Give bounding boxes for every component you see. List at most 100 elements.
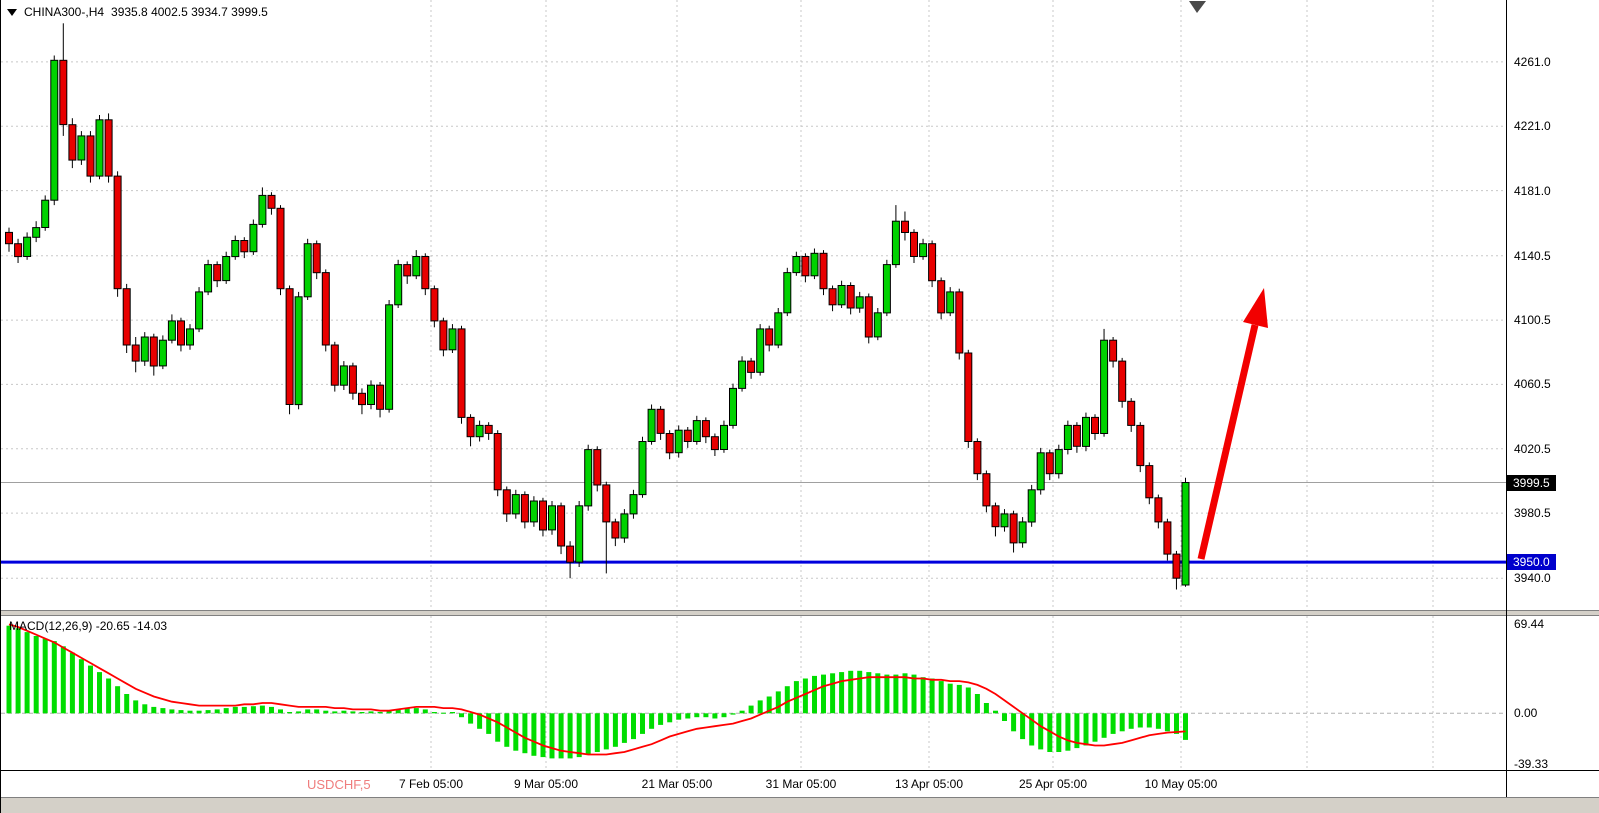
bear-candle (520, 494, 529, 523)
bear-candle (1154, 497, 1163, 523)
bear-candle (683, 429, 692, 443)
macd-histogram-bar (78, 659, 84, 714)
macd-histogram-bar (359, 712, 365, 714)
bull-candle (158, 339, 167, 367)
macd-canvas[interactable] (1, 616, 1506, 770)
trend-arrow-annotation[interactable] (1197, 288, 1268, 560)
bear-candle (701, 420, 710, 438)
macd-axis-label: 69.44 (1514, 617, 1545, 631)
price-axis-label: 4261.0 (1514, 55, 1551, 69)
ohlc-values-label: 3935.8 4002.5 3934.7 3999.5 (111, 5, 268, 19)
bear-candle (982, 473, 991, 507)
macd-histogram-bar (1092, 713, 1098, 742)
macd-histogram-bar (97, 672, 102, 714)
bull-candle (792, 256, 801, 274)
macd-histogram-bar (739, 710, 745, 714)
macd-histogram-bar (178, 710, 184, 714)
bull-candle (23, 236, 32, 257)
collapse-triangle-icon[interactable] (7, 8, 17, 16)
bear-candle (14, 243, 23, 258)
bull-candle (575, 505, 584, 563)
main-chart-canvas[interactable] (1, 0, 1506, 612)
bear-candle (557, 505, 566, 547)
macd-histogram-bar (115, 686, 121, 714)
time-axis-label: 21 Mar 05:00 (641, 777, 713, 791)
macd-histogram-bar (576, 713, 582, 758)
bear-candle (928, 243, 937, 282)
bear-candle (457, 328, 466, 418)
macd-histogram-bar (1011, 713, 1017, 732)
bear-candle (312, 243, 321, 274)
bull-candle (1027, 489, 1036, 523)
bull-candle (41, 199, 50, 228)
bear-candle (421, 256, 430, 290)
bear-candle (828, 288, 837, 306)
macd-histogram-bar (6, 625, 12, 714)
bear-candle (403, 264, 412, 277)
macd-histogram-bar (377, 712, 383, 714)
macd-histogram-bar (1065, 713, 1071, 751)
macd-histogram-bar (332, 711, 338, 714)
bear-candle (1163, 521, 1172, 555)
bear-candle (864, 296, 873, 338)
macd-histogram-bar (1119, 713, 1125, 732)
time-axis-label: 7 Feb 05:00 (398, 777, 464, 791)
bear-candle (819, 252, 828, 290)
bull-candle (32, 227, 41, 238)
macd-histogram-bar (558, 713, 564, 759)
bear-candle (493, 433, 502, 491)
macd-histogram-bar (404, 708, 410, 714)
macd-histogram-bar (1056, 713, 1062, 752)
macd-histogram-bar (142, 704, 148, 714)
time-axis-label: 25 Apr 05:00 (1018, 777, 1088, 791)
bear-candle (68, 124, 77, 161)
panel-divider[interactable] (1, 610, 1599, 616)
bear-candle (1009, 513, 1018, 544)
macd-histogram-bar (902, 673, 908, 714)
bear-candle (602, 484, 611, 523)
bull-candle (647, 408, 656, 442)
bull-candle (548, 505, 556, 531)
window-bottom-strip (1, 797, 1599, 813)
macd-histogram-bar (531, 713, 537, 756)
bear-candle (973, 441, 982, 475)
time-axis[interactable]: USDCHF,5 7 Feb 05:00 9 Mar 05:00 21 Mar 05… (1, 770, 1599, 797)
macd-histogram-bar (133, 700, 139, 714)
bear-candle (1118, 360, 1127, 402)
macd-histogram-bar (1020, 713, 1026, 740)
bull-candle (756, 328, 765, 373)
macd-histogram-bar (567, 713, 573, 759)
macd-histogram-bar (1029, 713, 1035, 746)
bear-candle (321, 272, 330, 346)
macd-histogram-bar (875, 673, 881, 714)
bear-candle (539, 500, 547, 531)
bull-candle (1018, 521, 1027, 544)
macd-histogram-bar (947, 683, 953, 714)
time-axis-label: 10 May 05:00 (1144, 777, 1218, 791)
bull-candle (629, 494, 638, 515)
macd-histogram-bar (1002, 713, 1007, 721)
macd-histogram-bar (549, 713, 555, 759)
macd-histogram-bar (60, 646, 66, 714)
bear-candle (846, 285, 855, 309)
bull-candle (448, 328, 457, 351)
macd-histogram-bar (784, 686, 790, 714)
bear-candle (484, 424, 493, 434)
macd-scale[interactable]: 69.44 0.00 -39.33 (1507, 616, 1599, 771)
bull-candle (882, 264, 891, 314)
bear-candle (177, 320, 185, 346)
macd-histogram-bar (51, 641, 57, 714)
macd-histogram-bar (965, 687, 971, 714)
bear-candle (213, 264, 222, 282)
bear-candle (267, 194, 276, 209)
bear-candle (1091, 416, 1099, 434)
macd-histogram-bar (631, 713, 636, 740)
macd-histogram-bar (88, 665, 93, 714)
bear-candle (801, 256, 810, 277)
macd-histogram-bar (495, 713, 501, 742)
bear-candle (1072, 424, 1081, 447)
macd-histogram-bar (241, 706, 247, 714)
bear-candle (656, 408, 665, 434)
macd-histogram-bar (1137, 713, 1143, 728)
price-scale[interactable]: 4261.0 4221.0 4181.0 4140.5 4100.5 4060.5 4020… (1507, 0, 1599, 612)
